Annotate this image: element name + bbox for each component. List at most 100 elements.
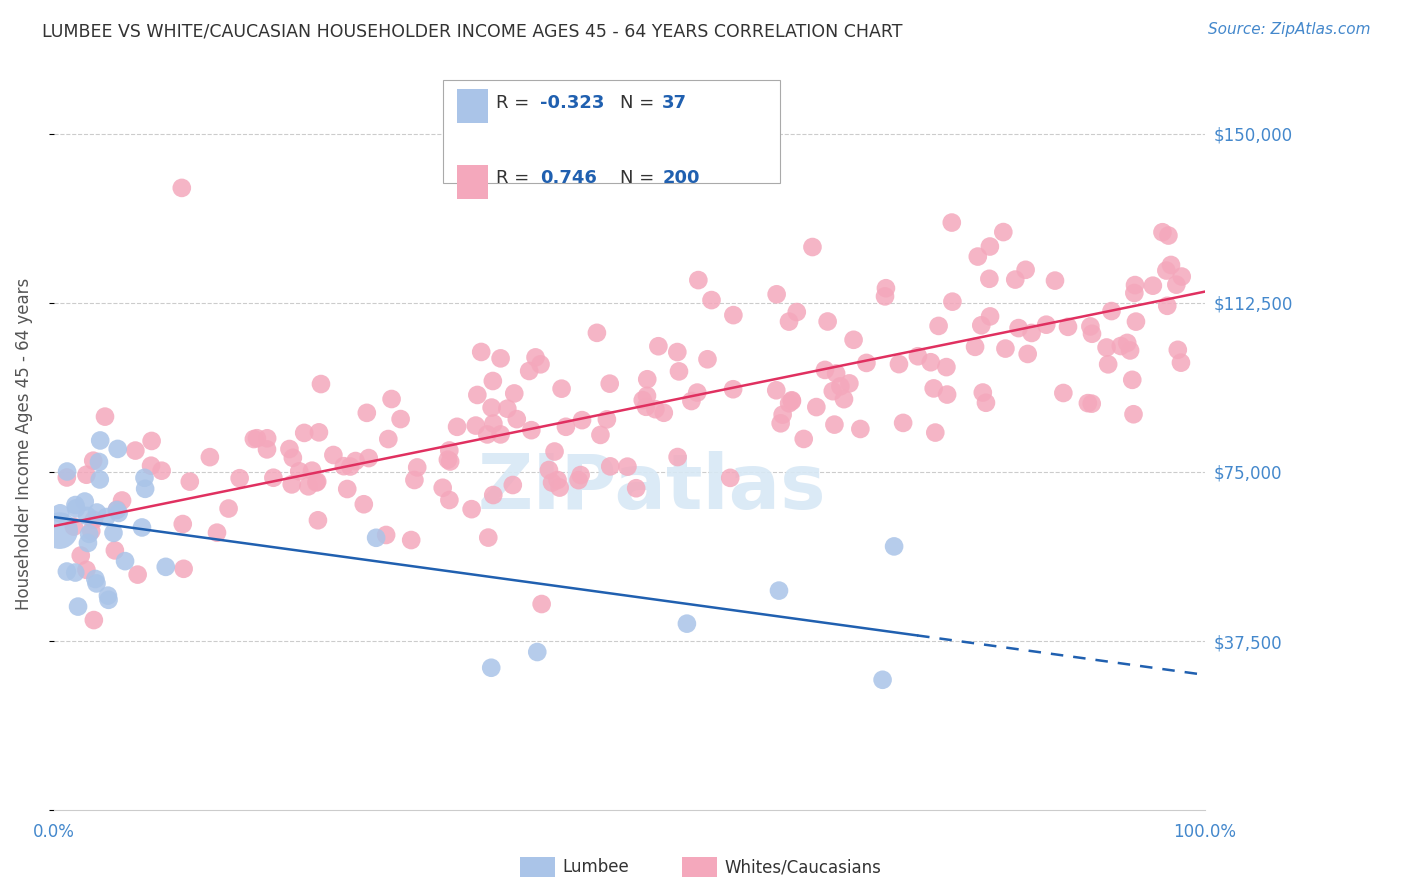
Point xyxy=(482,488,505,502)
Point xyxy=(1142,278,1164,293)
Point xyxy=(935,360,957,375)
Text: N =: N = xyxy=(620,169,659,187)
Point xyxy=(89,434,111,448)
Point xyxy=(464,418,486,433)
Point xyxy=(439,454,461,468)
Point xyxy=(1157,228,1180,243)
Point xyxy=(823,417,845,432)
Point xyxy=(96,510,118,524)
Point xyxy=(920,355,942,369)
Point xyxy=(73,494,96,508)
Point xyxy=(721,382,744,396)
Point xyxy=(308,425,330,440)
Point xyxy=(134,482,156,496)
Text: Source: ZipAtlas.com: Source: ZipAtlas.com xyxy=(1208,22,1371,37)
Point xyxy=(97,589,120,603)
Point xyxy=(94,409,117,424)
Point xyxy=(1121,373,1143,387)
Text: -0.323: -0.323 xyxy=(540,94,605,112)
Point xyxy=(1004,272,1026,286)
Point xyxy=(357,451,380,466)
Point xyxy=(838,376,860,391)
Point xyxy=(467,388,489,402)
Point xyxy=(307,513,329,527)
Point xyxy=(288,464,311,478)
Point xyxy=(1116,335,1139,350)
Point xyxy=(765,384,787,398)
Point xyxy=(381,392,404,406)
Point xyxy=(131,520,153,534)
Point xyxy=(806,400,828,414)
Point xyxy=(243,432,266,446)
Point xyxy=(696,352,718,367)
Point xyxy=(636,372,658,386)
Point xyxy=(82,453,104,467)
Point xyxy=(333,459,356,474)
Point xyxy=(842,333,865,347)
Point xyxy=(548,481,571,495)
Point xyxy=(309,377,332,392)
Point xyxy=(1160,258,1182,272)
Point xyxy=(1156,263,1178,277)
Point xyxy=(569,468,592,483)
Point xyxy=(1123,285,1146,300)
Point xyxy=(353,497,375,511)
Point xyxy=(502,478,524,492)
Point xyxy=(173,562,195,576)
Point xyxy=(681,394,703,409)
Point xyxy=(65,501,87,516)
Point xyxy=(301,464,323,478)
Point xyxy=(1080,319,1102,334)
Point xyxy=(786,305,808,319)
Point xyxy=(75,467,97,482)
Point xyxy=(849,422,872,436)
Text: LUMBEE VS WHITE/CAUCASIAN HOUSEHOLDER INCOME AGES 45 - 64 YEARS CORRELATION CHAR: LUMBEE VS WHITE/CAUCASIAN HOUSEHOLDER IN… xyxy=(42,22,903,40)
Point xyxy=(1077,396,1099,410)
Point xyxy=(307,475,329,489)
Point xyxy=(439,443,461,458)
Point xyxy=(432,481,454,495)
Point xyxy=(218,501,240,516)
Point xyxy=(993,225,1015,239)
Point xyxy=(924,425,946,440)
Text: N =: N = xyxy=(620,94,659,112)
Text: R =: R = xyxy=(496,94,536,112)
Point xyxy=(105,502,128,516)
Point xyxy=(883,540,905,554)
Point xyxy=(1007,321,1029,335)
Point xyxy=(936,387,959,401)
Point xyxy=(339,459,361,474)
Text: 200: 200 xyxy=(662,169,700,187)
Point xyxy=(928,318,950,333)
Point xyxy=(1080,397,1102,411)
Point xyxy=(389,412,412,426)
Point xyxy=(446,419,468,434)
Point xyxy=(530,597,553,611)
Point xyxy=(1152,225,1174,239)
Point xyxy=(489,351,512,366)
Point xyxy=(1014,262,1036,277)
Text: Lumbee: Lumbee xyxy=(562,858,628,876)
Point xyxy=(111,493,134,508)
Point xyxy=(624,481,647,495)
Point xyxy=(974,396,997,410)
Point xyxy=(966,250,988,264)
Point xyxy=(48,524,70,538)
Point xyxy=(875,281,897,295)
Point xyxy=(84,572,107,586)
Point xyxy=(127,567,149,582)
Point xyxy=(139,458,162,473)
Point xyxy=(780,393,803,408)
Point xyxy=(686,385,709,400)
Point xyxy=(801,240,824,254)
Point xyxy=(817,314,839,328)
Point xyxy=(979,310,1001,324)
Point xyxy=(404,473,426,487)
Point xyxy=(65,566,87,580)
Point xyxy=(89,473,111,487)
Point xyxy=(772,408,794,422)
Point xyxy=(399,533,422,547)
Point xyxy=(586,326,609,340)
Point xyxy=(439,493,461,508)
Point xyxy=(652,406,675,420)
